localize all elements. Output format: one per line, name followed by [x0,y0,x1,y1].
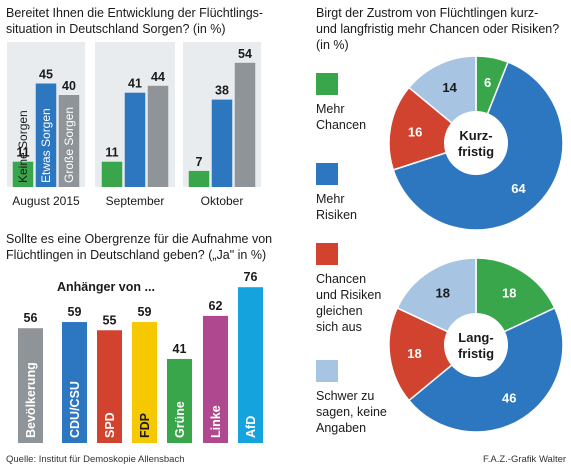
chart2-category-label: Grüne [173,401,187,438]
chart3-legend-label: Risiken [316,208,357,222]
chart3-slice-value-label: 46 [502,390,516,405]
chart2-value-label: 59 [68,305,82,319]
chart2-title-line: Sollte es eine Obergrenze für die Aufnah… [6,232,272,246]
chart1-value-label: 11 [105,146,118,160]
credit-note: F.A.Z.-Grafik Walter [483,454,567,465]
chart3-pie-center-label: Kurz- [459,128,492,143]
chart2-value-label: 41 [173,342,187,356]
chart3-legend-label: Chancen [316,272,366,286]
chart1-value-label: 45 [39,68,53,82]
chart3-legend-swatch [316,243,338,265]
chart2-bar [18,328,43,443]
chart1-bar [101,161,123,187]
chart3-legend-label: Mehr [316,102,344,116]
chart2-subtitle: Anhänger von ... [57,280,155,294]
chart3-slice-value-label: 18 [436,286,450,301]
chart3-legend-swatch [316,73,338,95]
chart2-bar [62,322,87,443]
chart2-bar [97,330,122,443]
chart1-bar [12,161,34,187]
chart3-legend-swatch [316,163,338,185]
chart3-legend-swatch [316,360,338,382]
chart1-title-line: Bereitet Ihnen die Entwicklung der Flüch… [6,6,263,20]
chart1-value-label: 38 [215,84,229,98]
chart3-slice-value-label: 16 [408,124,422,139]
chart2-category-label: AfD [244,416,258,438]
chart1-series-label: Große Sorgen [62,107,76,183]
chart2-value-label: 59 [138,305,152,319]
chart3-legend-label: sagen, keine [316,405,387,419]
chart1-bar [211,99,233,187]
chart3-legend-label: Schwer zu [316,389,374,403]
chart1-value-label: 44 [151,70,165,84]
chart1-bar [124,92,146,187]
chart1-category-label: Oktober [201,194,244,208]
chart3-pie-center-label: Lang- [458,330,493,345]
chart3-slice-value-label: 14 [442,80,457,95]
chart2-bar [167,358,192,443]
chart3-title-line: und langfristig mehr Chancen oder Risike… [316,22,559,36]
chart3-title-line: (in %) [316,38,349,52]
chart1-value-label: 41 [128,77,142,91]
chart3-legend-label: gleichen [316,304,363,318]
chart1-bar [58,95,80,187]
chart2-bar [203,315,228,443]
chart2-category-label: SPD [103,412,117,438]
chart2-category-label: Bevölkerung [24,362,38,438]
chart1-category-label: August 2015 [12,194,80,208]
chart1-title-line: situation in Deutschland Sorgen? (in %) [6,22,226,36]
chart3-title-line: Birgt der Zustrom von Flüchtlingen kurz- [316,6,538,20]
chart3-legend-label: und Risiken [316,288,381,302]
chart3-pie-center-label: fristig [458,346,494,361]
chart2-bar [132,322,157,443]
chart1-value-label: 54 [238,47,252,61]
chart3-slice-value-label: 18 [407,346,421,361]
chart1-bar [234,62,256,187]
chart3-pie-slice [388,306,478,402]
chart3-legend-label: Chancen [316,118,366,132]
chart1-series-label: Etwas Sorgen [39,108,53,183]
chart1-bar [35,83,57,187]
chart1-value-label: 7 [196,155,203,169]
chart2-title-line: Flüchtlingen in Deutschland geben? („Ja"… [6,248,266,262]
chart3-slice-value-label: 18 [502,286,516,301]
chart1-category-label: September [106,194,165,208]
chart1-value-label: 11 [16,146,29,160]
chart1-series-label: Keine Sorgen [16,110,30,183]
chart3-slice-value-label: 64 [511,181,526,196]
chart3-pie-center [444,313,508,377]
chart2-category-label: CDU/CSU [68,381,82,438]
chart2-category-label: Linke [209,405,223,438]
chart3-legend-label: Mehr [316,192,344,206]
chart3-legend-label: sich aus [316,320,362,334]
chart2-category-label: FDP [138,413,152,438]
chart2-value-label: 55 [103,313,117,327]
chart2-value-label: 62 [209,299,223,313]
source-note: Quelle: Institut für Demoskopie Allensba… [6,454,185,465]
chart2-value-label: 56 [24,311,38,325]
chart3-legend-label: Angaben [316,421,366,435]
chart3-slice-value-label: 6 [484,75,491,90]
chart3-pie-center-label: fristig [458,144,494,159]
chart1-bar [188,170,210,187]
chart2-bar [238,287,263,443]
chart1-bar [147,85,169,187]
chart3-pie-center [444,111,508,175]
chart1-value-label: 40 [62,79,76,93]
chart2-value-label: 76 [244,270,258,284]
